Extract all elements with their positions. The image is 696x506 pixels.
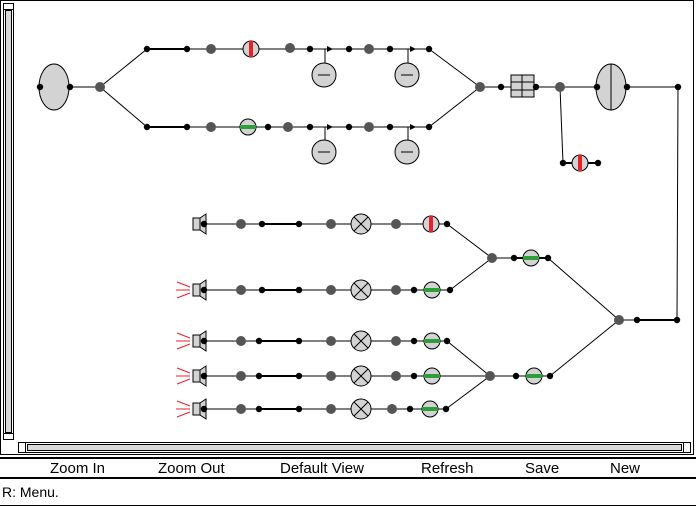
valve-closed-top[interactable]: [242, 40, 260, 58]
vertical-scrollbar[interactable]: [3, 3, 14, 440]
scroll-down-arrow[interactable]: [4, 433, 13, 439]
valve-closed-row-1[interactable]: [422, 215, 440, 233]
tank-left[interactable]: [38, 63, 70, 111]
junction-nodes-small[interactable]: [36, 45, 682, 413]
scroll-left-arrow[interactable]: [19, 443, 26, 452]
network-diagram-canvas[interactable]: [15, 2, 690, 440]
status-bar: R: Menu.: [0, 481, 696, 506]
new-button[interactable]: New: [610, 460, 641, 477]
valve-open-top[interactable]: [239, 118, 257, 136]
valve-closed-right[interactable]: [571, 154, 589, 172]
scroll-right-arrow[interactable]: [683, 443, 690, 452]
tank-right[interactable]: [595, 63, 627, 111]
scroll-up-arrow[interactable]: [4, 4, 13, 10]
valve-open-row-4[interactable]: [423, 367, 441, 385]
pump-top-1[interactable]: [311, 62, 337, 88]
default-view-button[interactable]: Default View: [280, 460, 364, 477]
zoom-out-button[interactable]: Zoom Out: [158, 460, 225, 477]
speaker-source-row-3[interactable]: [176, 330, 207, 352]
valve-open-row-3[interactable]: [423, 332, 441, 350]
valve-open-mid-upper[interactable]: [522, 249, 540, 267]
refresh-button[interactable]: Refresh: [421, 460, 474, 477]
pump-top-2[interactable]: [394, 62, 420, 88]
vertical-scroll-thumb[interactable]: [5, 10, 12, 433]
junction-nodes-large[interactable]: [95, 43, 624, 414]
valve-open-row-2[interactable]: [423, 281, 441, 299]
pump-top-3[interactable]: [311, 139, 337, 165]
meter-row-5[interactable]: [350, 398, 372, 420]
speaker-source-row-4[interactable]: [176, 365, 207, 387]
check-valve-arrows: [327, 46, 416, 130]
pump-top-4[interactable]: [394, 139, 420, 165]
menu-bar: Zoom In Zoom Out Default View Refresh Sa…: [0, 457, 696, 479]
valve-open-mid-lower[interactable]: [525, 367, 543, 385]
meter-row-3[interactable]: [350, 330, 372, 352]
save-button[interactable]: Save: [525, 460, 560, 477]
diagram-window: [0, 0, 694, 455]
horizontal-scroll-thumb[interactable]: [27, 444, 682, 451]
valve-open-row-5[interactable]: [421, 400, 439, 418]
status-text: R: Menu.: [2, 484, 59, 500]
horizontal-scrollbar[interactable]: [18, 442, 691, 453]
meter-row-2[interactable]: [350, 279, 372, 301]
meter-row-1[interactable]: [350, 213, 372, 235]
meter-row-4[interactable]: [350, 365, 372, 387]
zoom-in-button[interactable]: Zoom In: [50, 460, 106, 477]
heat-exchanger[interactable]: [510, 74, 535, 98]
